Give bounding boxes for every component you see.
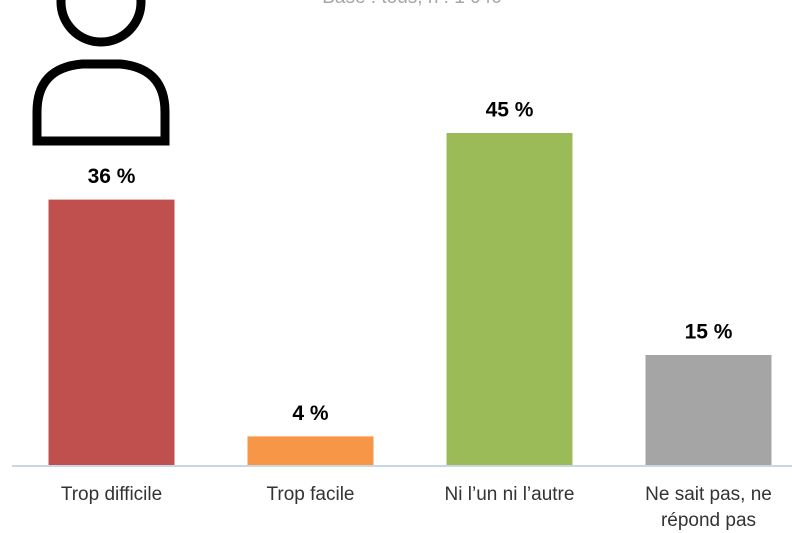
data-label: 36 % xyxy=(88,165,136,188)
x-tick-label: Trop facile xyxy=(266,484,355,505)
data-label: 45 % xyxy=(486,99,534,122)
x-tick-label: Ne sait pas, ne répond pas xyxy=(645,484,772,531)
bar xyxy=(446,133,573,466)
bar xyxy=(247,436,374,466)
x-tick-label: Ni l’un ni l’autre xyxy=(444,484,575,505)
chart-subtitle: Base : tous, n : 1 040 xyxy=(322,0,502,8)
bar xyxy=(645,355,772,466)
person-icon xyxy=(32,0,170,146)
data-label: 4 % xyxy=(292,402,329,425)
bar xyxy=(48,199,175,466)
data-label: 15 % xyxy=(685,321,733,344)
x-tick-label: Trop difficile xyxy=(60,484,163,505)
